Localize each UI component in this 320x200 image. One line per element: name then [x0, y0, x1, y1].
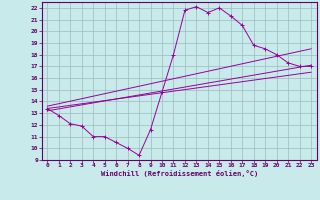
X-axis label: Windchill (Refroidissement éolien,°C): Windchill (Refroidissement éolien,°C) — [100, 170, 258, 177]
